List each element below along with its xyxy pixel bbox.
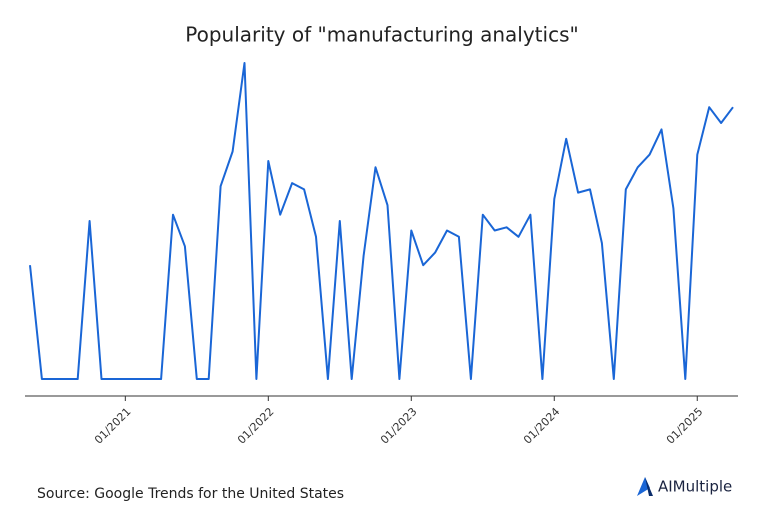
line (29, 62, 734, 380)
x-tick-label: 01/2023 (378, 405, 420, 447)
x-tick-label: 01/2021 (92, 405, 134, 447)
source: Source: Google Trends for the United Sta… (37, 486, 344, 502)
x-tick-label: 01/2024 (521, 405, 563, 447)
chart-title: Popularity of "manufacturing analytics" (185, 23, 578, 47)
brand: AIMultiple (658, 478, 732, 496)
logo-icon (637, 477, 653, 496)
x-tick-label: 01/2025 (664, 405, 706, 447)
x-tick-label: 01/2022 (235, 405, 277, 447)
